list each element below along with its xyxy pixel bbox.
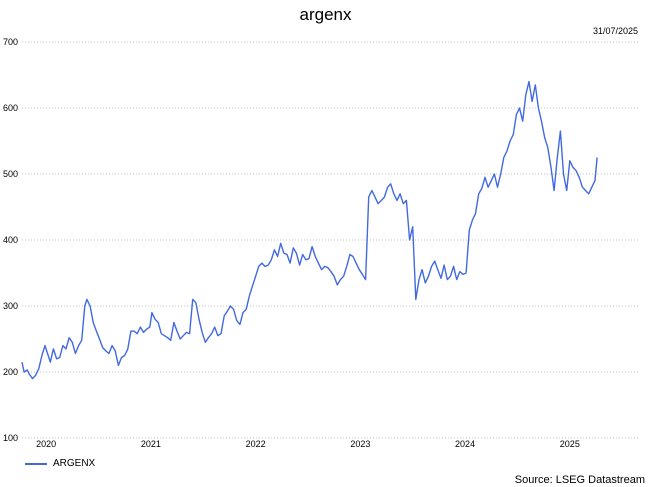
y-axis-ticks: 100 200 300 400 500 600 700 — [3, 37, 18, 443]
x-tick-label: 2022 — [246, 439, 266, 449]
x-tick-label: 2024 — [455, 439, 475, 449]
x-tick-label: 2025 — [560, 439, 580, 449]
y-tick-label: 100 — [3, 433, 18, 443]
y-tick-label: 700 — [3, 37, 18, 47]
y-tick-label: 300 — [3, 301, 18, 311]
gridlines — [22, 41, 640, 439]
y-tick-label: 400 — [3, 235, 18, 245]
x-tick-label: 2023 — [350, 439, 370, 449]
x-axis-ticks: 2020 2021 2022 2023 2024 2025 — [36, 439, 580, 449]
source-label: Source: LSEG Datastream — [514, 474, 645, 486]
y-tick-label: 600 — [3, 103, 18, 113]
y-tick-label: 200 — [3, 367, 18, 377]
date-label: 31/07/2025 — [592, 26, 638, 36]
series-line-argenx — [21, 80, 598, 380]
legend: ARGENX — [25, 458, 95, 469]
x-tick-label: 2021 — [141, 439, 161, 449]
y-tick-label: 500 — [3, 169, 18, 179]
series-group — [21, 80, 598, 380]
legend-swatch — [25, 462, 47, 465]
chart-title: argenx — [299, 5, 352, 24]
legend-label: ARGENX — [53, 458, 96, 469]
x-tick-label: 2020 — [36, 439, 56, 449]
